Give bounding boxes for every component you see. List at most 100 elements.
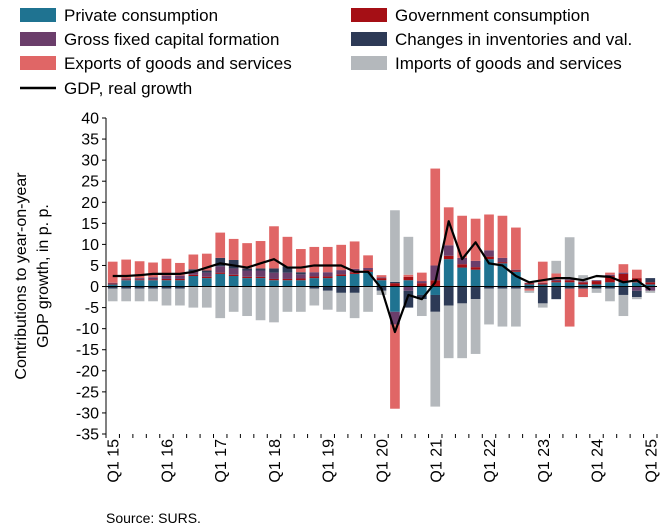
bar-exports-of-goods-and-services-2015Q3 [134, 261, 145, 279]
bar-gross-fixed-capital-formation-2020Q2 [390, 311, 400, 325]
bar-exports-of-goods-and-services-2022Q4 [524, 288, 535, 291]
bar-private-consumption-2023Q3 [564, 282, 575, 287]
bar-changes-in-inventories-and-val-2017Q1 [215, 257, 226, 267]
bar-government-consumption-2015Q1 [107, 283, 118, 285]
bar-private-consumption-2015Q1 [107, 284, 118, 287]
bar-private-consumption-2024Q2 [605, 282, 615, 287]
bar-imports-of-goods-and-services-2019Q2 [336, 292, 347, 312]
bar-government-consumption-2017Q4 [255, 276, 266, 279]
bar-changes-in-inventories-and-val-2021Q2 [443, 286, 454, 306]
bar-private-consumption-2015Q4 [148, 280, 158, 287]
bar-imports-of-goods-and-services-2023Q1 [537, 303, 548, 308]
bar-private-consumption-2016Q2 [175, 280, 185, 287]
bar-private-consumption-2025Q1 [645, 284, 656, 287]
y-axis-title: Contributions to year-on-year GDP growth,… [13, 172, 52, 380]
bar-government-consumption-2018Q2 [282, 278, 293, 281]
bar-changes-in-inventories-and-val-2015Q1 [107, 286, 118, 289]
bar-gross-fixed-capital-formation-2016Q1 [161, 275, 172, 279]
bar-exports-of-goods-and-services-2017Q2 [228, 238, 239, 260]
bar-private-consumption-2022Q1 [484, 259, 494, 287]
legend: Private consumption Government consumptio… [20, 6, 632, 98]
x-tick-label: Q1 15 [106, 439, 123, 483]
bar-exports-of-goods-and-services-2023Q4 [578, 288, 588, 298]
bar-private-consumption-2021Q2 [443, 259, 454, 287]
bar-imports-of-goods-and-services-2016Q3 [188, 286, 199, 308]
bar-changes-in-inventories-and-val-2021Q4 [470, 286, 481, 300]
bar-imports-of-goods-and-services-2015Q1 [107, 288, 118, 302]
bar-gross-fixed-capital-formation-2019Q2 [336, 270, 347, 275]
bar-gross-fixed-capital-formation-2021Q2 [443, 245, 454, 256]
bar-exports-of-goods-and-services-2016Q3 [188, 254, 199, 270]
bar-private-consumption-2021Q1 [430, 286, 441, 295]
bar-changes-in-inventories-and-val-2024Q3 [618, 286, 629, 295]
bar-private-consumption-2021Q4 [470, 269, 481, 287]
bar-imports-of-goods-and-services-2018Q1 [269, 286, 279, 323]
bar-gross-fixed-capital-formation-2015Q1 [107, 282, 118, 284]
x-tick-label: Q1 22 [482, 439, 499, 483]
bar-imports-of-goods-and-services-2024Q1 [591, 288, 602, 293]
bar-changes-in-inventories-and-val-2016Q1 [161, 286, 172, 289]
bar-government-consumption-2016Q4 [201, 276, 212, 279]
bar-government-consumption-2015Q4 [148, 279, 158, 281]
bar-government-consumption-2019Q3 [349, 272, 360, 274]
y-tick-label: -15 [76, 342, 99, 359]
bar-gross-fixed-capital-formation-2017Q2 [228, 268, 239, 275]
bar-exports-of-goods-and-services-2022Q1 [484, 214, 494, 251]
bar-changes-in-inventories-and-val-2016Q2 [175, 286, 185, 289]
x-tick-label: Q1 24 [590, 439, 607, 483]
x-tick-label: Q1 18 [267, 439, 284, 483]
bar-government-consumption-2024Q1 [591, 281, 602, 285]
bar-private-consumption-2018Q2 [282, 280, 293, 287]
bar-private-consumption-2016Q3 [188, 276, 199, 287]
y-tick-label: 15 [81, 216, 99, 233]
y-tick-label: -10 [76, 321, 99, 338]
bar-private-consumption-2021Q3 [457, 267, 467, 287]
bar-private-consumption-2022Q3 [511, 271, 521, 287]
bar-gross-fixed-capital-formation-2017Q1 [215, 266, 226, 273]
bar-gross-fixed-capital-formation-2015Q2 [121, 278, 131, 280]
bar-imports-of-goods-and-services-2021Q3 [457, 303, 467, 359]
bar-exports-of-goods-and-services-2023Q2 [551, 273, 562, 280]
legend-item-private-consumption: Private consumption [20, 6, 218, 25]
bar-changes-in-inventories-and-val-2015Q2 [121, 286, 131, 289]
bar-government-consumption-2017Q1 [215, 272, 226, 274]
x-tick-label: Q1 25 [643, 439, 660, 483]
bar-imports-of-goods-and-services-2019Q3 [349, 292, 360, 319]
bar-changes-in-inventories-and-val-2022Q3 [511, 286, 521, 289]
bar-imports-of-goods-and-services-2022Q1 [484, 288, 494, 325]
bar-exports-of-goods-and-services-2018Q4 [309, 246, 320, 273]
bar-changes-in-inventories-and-val-2023Q2 [551, 286, 562, 300]
y-tick-label: -30 [76, 405, 99, 422]
bar-government-consumption-2015Q3 [134, 279, 145, 281]
bar-changes-in-inventories-and-val-2017Q3 [242, 268, 252, 271]
bar-imports-of-goods-and-services-2018Q4 [309, 288, 320, 306]
bar-gross-fixed-capital-formation-2016Q4 [201, 272, 212, 277]
bar-exports-of-goods-and-services-2020Q2 [390, 324, 400, 409]
bar-private-consumption-2020Q2 [390, 286, 400, 312]
bar-government-consumption-2021Q4 [470, 267, 481, 270]
bar-gross-fixed-capital-formation-2022Q2 [497, 257, 508, 263]
bar-private-consumption-2016Q4 [201, 278, 212, 287]
bar-private-consumption-2022Q2 [497, 263, 508, 287]
bar-imports-of-goods-and-services-2017Q3 [242, 286, 252, 317]
bar-gross-fixed-capital-formation-2015Q4 [148, 277, 158, 280]
bar-exports-of-goods-and-services-2016Q1 [161, 258, 172, 276]
bar-gross-fixed-capital-formation-2021Q4 [470, 260, 481, 268]
legend-swatch [351, 8, 387, 22]
bar-gross-fixed-capital-formation-2024Q3 [618, 272, 629, 274]
legend-swatch [351, 32, 387, 46]
bar-imports-of-goods-and-services-2023Q4 [578, 275, 588, 282]
bar-government-consumption-2022Q1 [484, 256, 494, 260]
bar-gross-fixed-capital-formation-2019Q3 [349, 268, 360, 273]
bar-imports-of-goods-and-services-2019Q1 [322, 290, 333, 310]
bar-private-consumption-2017Q4 [255, 278, 266, 287]
bar-exports-of-goods-and-services-2021Q4 [470, 218, 481, 261]
bar-government-consumption-2016Q1 [161, 278, 172, 281]
bar-imports-of-goods-and-services-2023Q2 [551, 260, 562, 274]
legend-label: Imports of goods and services [395, 54, 622, 73]
bar-imports-of-goods-and-services-2017Q1 [215, 286, 226, 319]
bar-government-consumption-2018Q1 [269, 278, 279, 281]
bar-imports-of-goods-and-services-2016Q2 [175, 288, 185, 306]
bar-imports-of-goods-and-services-2016Q1 [161, 288, 172, 306]
bar-gross-fixed-capital-formation-2024Q2 [605, 274, 615, 276]
